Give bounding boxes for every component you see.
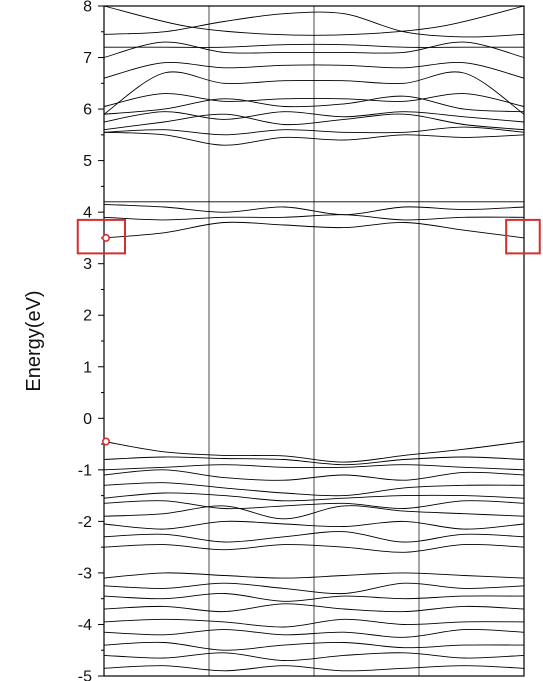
band-line-1 — [103, 5, 525, 36]
y-tick-label: 1 — [83, 359, 92, 376]
vbm-marker — [102, 437, 111, 446]
band-line-9 — [103, 111, 525, 123]
band-line-22 — [103, 492, 525, 502]
band-line-12 — [103, 131, 525, 146]
y-tick-label: -4 — [78, 617, 92, 634]
band-lines — [103, 5, 525, 672]
y-tick-label: 2 — [83, 308, 92, 325]
band-line-27 — [103, 543, 525, 553]
band-line-17 — [103, 441, 525, 463]
y-axis-ticks: -5 -4 -3 -2 -1 0 1 2 3 4 5 6 7 8 — [78, 0, 104, 681]
band-line-20 — [103, 469, 525, 481]
band-line-24 — [103, 505, 525, 520]
plot-frame — [103, 5, 525, 677]
band-line-2 — [103, 11, 525, 38]
band-line-16 — [103, 221, 525, 239]
y-tick-label: -3 — [78, 565, 92, 582]
band-line-30 — [103, 593, 525, 602]
band-line-35 — [103, 652, 525, 661]
band-line-10 — [103, 113, 525, 131]
band-line-29 — [103, 582, 525, 595]
band-line-23 — [103, 500, 525, 510]
band-line-31 — [103, 603, 525, 613]
band-line-25 — [103, 520, 525, 530]
y-tick-label: 5 — [83, 153, 92, 170]
y-tick-label: 8 — [83, 0, 92, 16]
band-line-34 — [103, 641, 525, 651]
band-line-28 — [103, 572, 525, 579]
y-tick-label: -1 — [78, 462, 92, 479]
y-tick-label: -2 — [78, 514, 92, 531]
band-line-14 — [103, 203, 525, 216]
band-line-18 — [103, 456, 525, 466]
band-line-19 — [103, 464, 525, 471]
band-line-36 — [103, 665, 525, 672]
band-line-26 — [103, 531, 525, 543]
y-tick-label: 4 — [83, 205, 92, 222]
y-tick-label: 6 — [83, 102, 92, 119]
band-line-21 — [103, 482, 525, 497]
band-line-32 — [103, 618, 525, 628]
right-highlight-box — [505, 218, 541, 255]
band-line-3 — [104, 43, 524, 48]
band-line-8 — [103, 95, 525, 115]
left-highlight-box — [76, 218, 126, 255]
band-line-5 — [103, 61, 525, 79]
y-tick-label: 3 — [83, 256, 92, 273]
y-tick-label: -5 — [78, 669, 92, 681]
y-tick-label: 7 — [83, 50, 92, 67]
band-line-15 — [103, 214, 525, 221]
band-line-6 — [103, 71, 525, 115]
band-line-11 — [103, 126, 525, 136]
band-line-4 — [103, 41, 525, 58]
highlight-annotations — [76, 218, 541, 446]
cbm-marker — [102, 233, 111, 242]
y-tick-label: 0 — [83, 411, 92, 428]
band-line-7 — [103, 93, 525, 107]
y-axis-title: Energy(eV) — [23, 290, 45, 391]
band-line-33 — [103, 629, 525, 638]
